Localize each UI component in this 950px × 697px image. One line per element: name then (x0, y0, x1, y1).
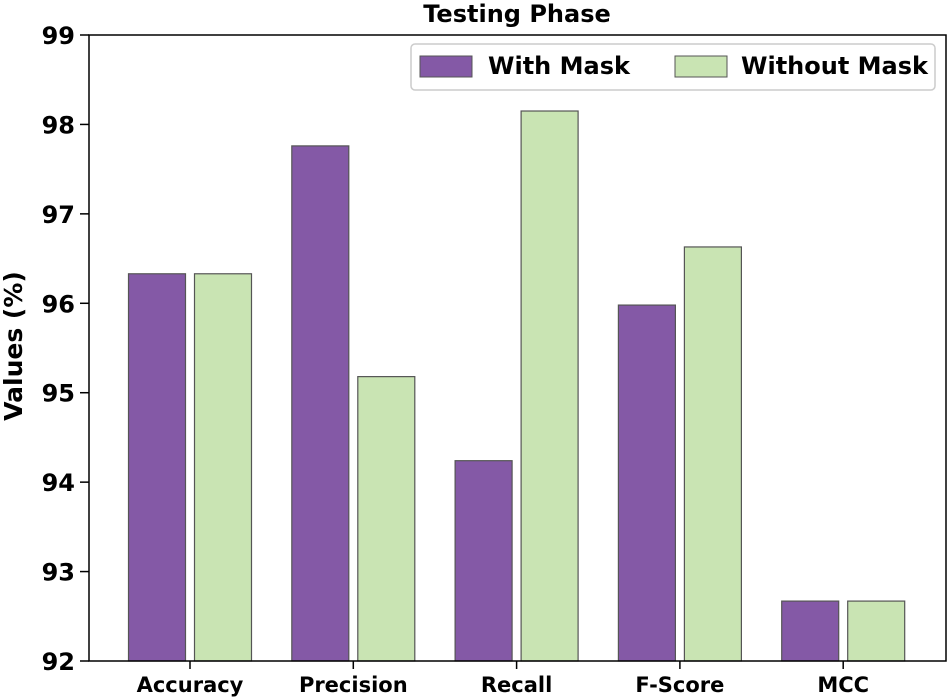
bar-mcc-with-mask (781, 600, 840, 662)
bar-recall-without-mask (520, 110, 579, 662)
y-tick-label: 95 (42, 380, 75, 408)
y-tick-label: 92 (42, 648, 75, 676)
y-axis-label: Values (%) (0, 271, 28, 421)
bar-f-score-without-mask (683, 246, 743, 662)
x-tick-label: MCC (817, 673, 869, 697)
bar-precision-with-mask (291, 145, 350, 662)
y-tick-label: 94 (42, 469, 75, 497)
legend-frame (410, 43, 936, 91)
y-tick-label: 99 (42, 22, 75, 50)
bar-f-score-with-mask (617, 304, 677, 662)
bar-mcc-without-mask (847, 600, 906, 662)
y-axis: 92 93 94 95 96 97 98 99 (42, 22, 89, 676)
plot-frame (88, 34, 947, 662)
y-tick-label: 96 (42, 290, 75, 318)
legend: With Mask Without Mask (410, 43, 936, 91)
legend-label-without-mask: Without Mask (741, 52, 929, 80)
bar-accuracy-with-mask (127, 273, 187, 662)
y-tick-label: 97 (42, 201, 75, 229)
bar-recall-with-mask (454, 460, 513, 662)
x-tick-label: Recall (481, 673, 552, 697)
legend-swatch-with-mask (419, 55, 473, 78)
bar-precision-without-mask (357, 376, 416, 662)
bar-accuracy-without-mask (193, 273, 253, 662)
x-tick-label: F-Score (635, 673, 724, 697)
legend-swatch-without-mask (674, 55, 728, 78)
legend-label-with-mask: With Mask (488, 52, 631, 80)
x-tick-label: Precision (299, 673, 408, 697)
y-tick-label: 98 (42, 111, 75, 139)
x-tick-label: Accuracy (137, 673, 244, 697)
x-axis: Accuracy Precision Recall F-Score MCC (137, 661, 869, 697)
bars-group (127, 110, 906, 662)
y-tick-label: 93 (42, 559, 75, 587)
chart-title: Testing Phase (423, 0, 611, 28)
